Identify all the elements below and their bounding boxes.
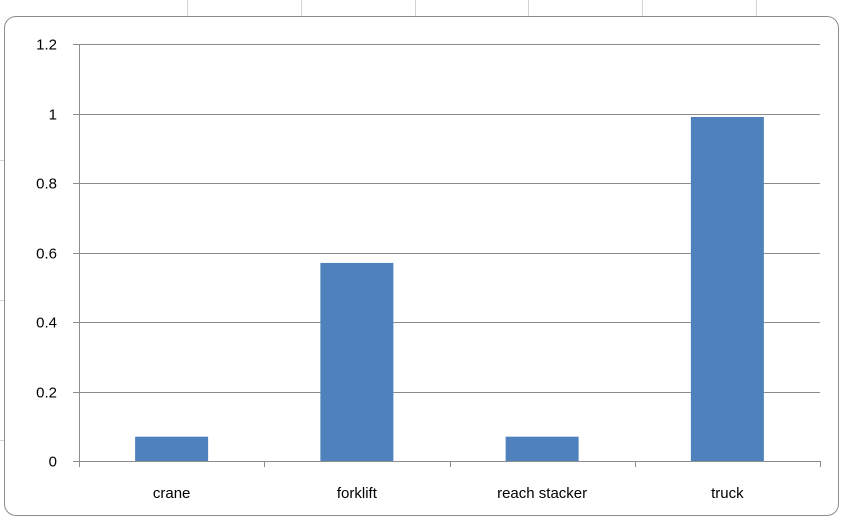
bar-reach-stacker bbox=[505, 436, 579, 461]
y-tick-label: 0.6 bbox=[36, 246, 57, 263]
y-tick-label: 0 bbox=[49, 454, 57, 471]
x-tick-label: crane bbox=[153, 485, 191, 502]
sheet-column-divider bbox=[528, 0, 529, 16]
bar-truck bbox=[690, 116, 764, 461]
y-tick-label: 0.2 bbox=[36, 385, 57, 402]
bars bbox=[135, 116, 764, 461]
tick-labels: 0 0.2 0.4 0.6 0.8 1 1.2 crane forklift reach stac… bbox=[36, 37, 744, 503]
bar-chart: 0 0.2 0.4 0.6 0.8 1 1.2 crane forklift reach stac… bbox=[36, 37, 821, 503]
sheet-column-divider bbox=[642, 0, 643, 16]
sheet-row-divider bbox=[0, 440, 6, 441]
x-tick-label: truck bbox=[711, 485, 744, 502]
sheet-column-divider bbox=[756, 0, 757, 16]
x-tick-label: forklift bbox=[337, 485, 378, 502]
y-tick-label: 1.2 bbox=[36, 37, 57, 54]
chart-area[interactable]: 0 0.2 0.4 0.6 0.8 1 1.2 crane forklift reach stac… bbox=[4, 16, 839, 516]
bar-forklift bbox=[320, 262, 394, 461]
bar-crane bbox=[135, 436, 209, 461]
sheet-column-divider bbox=[415, 0, 416, 16]
sheet-row-divider bbox=[0, 300, 6, 301]
axes bbox=[73, 44, 821, 467]
y-tick-label: 0.4 bbox=[36, 315, 57, 332]
y-tick-label: 0.8 bbox=[36, 176, 57, 193]
sheet-column-divider bbox=[187, 0, 188, 16]
sheet-column-divider bbox=[301, 0, 302, 16]
sheet-row-divider bbox=[0, 160, 6, 161]
y-tick-label: 1 bbox=[49, 107, 57, 124]
x-tick-label: reach stacker bbox=[497, 485, 587, 502]
